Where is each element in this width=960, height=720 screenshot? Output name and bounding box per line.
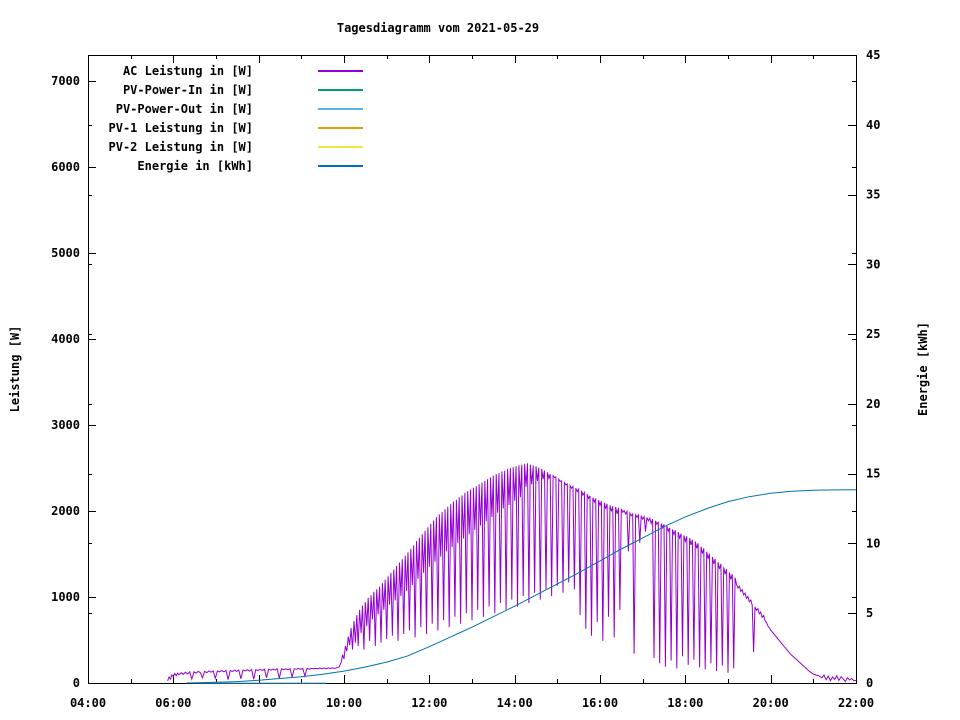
- legend-line-sample: [318, 127, 363, 129]
- legend-label: PV-Power-In in [W]: [122, 83, 253, 97]
- legend-line-sample: [318, 165, 363, 167]
- x-tick-label: 06:00: [155, 696, 191, 710]
- legend-label: PV-2 Leistung in [W]: [108, 140, 254, 154]
- legend-label: PV-Power-Out in [W]: [115, 102, 253, 116]
- y-right-tick-label: 40: [866, 118, 880, 132]
- y-right-tick-label: 35: [866, 188, 880, 202]
- legend-line-sample: [318, 89, 363, 91]
- chart-title: Tagesdiagramm vom 2021-05-29: [336, 21, 540, 35]
- series-energie-in-kwh: [186, 489, 857, 684]
- y-right-tick-label: 30: [866, 257, 880, 271]
- x-tick-label: 16:00: [582, 696, 618, 710]
- y-right-tick-label: 10: [866, 536, 880, 550]
- x-tick-label: 08:00: [241, 696, 277, 710]
- legend-line-sample: [318, 108, 363, 110]
- x-tick-label: 18:00: [667, 696, 703, 710]
- y-right-tick-label: 25: [866, 327, 880, 341]
- y-left-tick-label: 3000: [51, 418, 80, 432]
- y-right-tick-label: 0: [866, 676, 873, 690]
- x-axis-tick-labels: 04:00 06:00 08:00 10:00 12:00 14:00 16:00 18:00…: [70, 696, 874, 710]
- y-left-tick-label: 5000: [51, 246, 80, 260]
- y-left-tick-label: 0: [73, 676, 80, 690]
- legend-line-sample: [318, 70, 363, 72]
- y-right-tick-label: 20: [866, 397, 880, 411]
- x-tick-label: 22:00: [838, 696, 874, 710]
- legend-label: PV-1 Leistung in [W]: [108, 121, 254, 135]
- y-right-tick-label: 45: [866, 48, 880, 62]
- y-left-tick-label: 2000: [51, 504, 80, 518]
- legend-label: Energie in [kWh]: [137, 159, 253, 173]
- y-left-tick-label: 1000: [51, 590, 80, 604]
- legend-line-sample: [318, 146, 363, 148]
- series-ac-leistung-in-w: [167, 463, 857, 683]
- y-left-ticks: 0 1000 2000 3000 4000 5000 6000 7000: [51, 74, 856, 690]
- y-left-tick-label: 7000: [51, 74, 80, 88]
- x-tick-label: 14:00: [497, 696, 533, 710]
- x-axis-ticks: [88, 55, 857, 683]
- y-right-tick-label: 5: [866, 606, 873, 620]
- x-tick-label: 12:00: [411, 696, 447, 710]
- y-right-tick-label: 15: [866, 467, 880, 481]
- y-left-tick-label: 6000: [51, 160, 80, 174]
- x-tick-label: 04:00: [70, 696, 106, 710]
- y-right-ticks: 0 5 10 15 20 25 30 35 40 45: [88, 48, 880, 690]
- x-tick-label: 20:00: [753, 696, 789, 710]
- y-left-tick-label: 4000: [51, 332, 80, 346]
- legend-label: AC Leistung in [W]: [122, 64, 253, 78]
- x-tick-label: 10:00: [326, 696, 362, 710]
